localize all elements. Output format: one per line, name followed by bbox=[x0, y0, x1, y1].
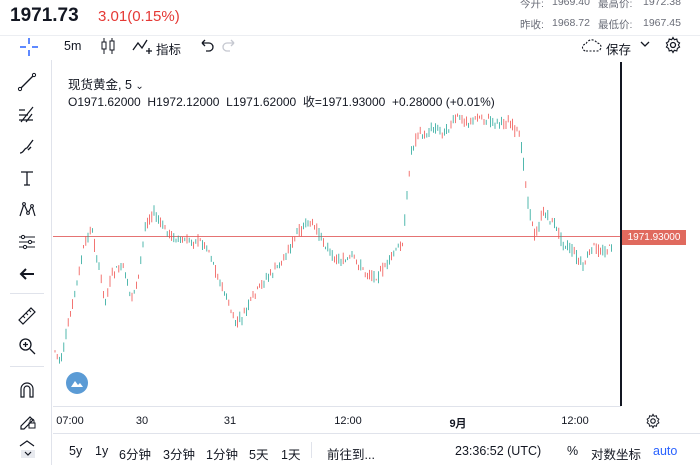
save-button[interactable]: 保存 bbox=[606, 43, 632, 57]
time-axis[interactable]: 07:00 30 31 12:00 9月 12:00 bbox=[53, 406, 621, 432]
range-5y[interactable]: 5y bbox=[69, 444, 83, 458]
range-1min[interactable]: 1分钟 bbox=[206, 448, 238, 462]
range-5d[interactable]: 5天 bbox=[249, 448, 269, 462]
last-price-label: 1971.93000 bbox=[622, 230, 686, 245]
ruler-icon[interactable] bbox=[14, 304, 40, 328]
goto-date-button[interactable]: 前往到... bbox=[327, 448, 375, 462]
magnet-icon[interactable] bbox=[14, 378, 40, 402]
chevron-down-icon[interactable] bbox=[640, 37, 650, 54]
top-toolbar: 5m 指标 保存 bbox=[0, 36, 700, 60]
time-label: 12:00 bbox=[561, 415, 589, 427]
gear-icon[interactable] bbox=[664, 36, 682, 57]
change-percent: (+0.01%) bbox=[445, 95, 495, 109]
symbol-legend[interactable]: 现货黄金, 5 ⌄ bbox=[68, 74, 144, 93]
undo-icon[interactable] bbox=[198, 37, 214, 56]
tool-divider bbox=[10, 293, 44, 294]
drawing-toolbar bbox=[0, 60, 52, 465]
axis-settings-icon[interactable] bbox=[645, 413, 661, 434]
prev-close-label: 昨收: bbox=[520, 19, 544, 31]
fib-tool-icon[interactable] bbox=[14, 102, 40, 126]
lock-drawing-icon[interactable] bbox=[14, 408, 40, 432]
indicators-icon[interactable] bbox=[132, 37, 154, 58]
close-value: 收=1971.93000 bbox=[302, 95, 386, 109]
open-label: 今开: bbox=[520, 0, 544, 10]
low-label: 最低价: bbox=[598, 19, 633, 31]
range-1y[interactable]: 1y bbox=[95, 444, 109, 458]
time-label: 30 bbox=[135, 415, 149, 427]
text-tool-icon[interactable] bbox=[14, 166, 40, 190]
high-value: H1972.12000 bbox=[147, 95, 220, 109]
crosshair-icon[interactable] bbox=[18, 36, 40, 61]
chevron-down-icon[interactable]: ⌄ bbox=[135, 81, 144, 92]
pattern-tool-icon[interactable] bbox=[14, 198, 40, 222]
cloud-icon[interactable] bbox=[580, 37, 602, 56]
logo-icon[interactable] bbox=[66, 372, 88, 394]
brush-icon[interactable] bbox=[14, 134, 40, 158]
bottom-toolbar: 5y 1y 6分钟 3分钟 1分钟 5天 1天 前往到... 23:36:52 … bbox=[53, 433, 700, 465]
divider bbox=[311, 442, 312, 458]
clock-time[interactable]: 23:36:52 (UTC) bbox=[455, 444, 542, 458]
last-price: 1971.73 bbox=[10, 5, 79, 26]
price-axis[interactable] bbox=[621, 62, 700, 406]
arrow-left-icon[interactable] bbox=[14, 262, 40, 286]
auto-scale-toggle[interactable]: auto bbox=[653, 444, 678, 458]
open-value: 1969.40 bbox=[552, 0, 590, 8]
eye-icon[interactable] bbox=[14, 438, 40, 458]
low-value: 1967.45 bbox=[643, 17, 681, 29]
time-label: 07:00 bbox=[56, 415, 84, 427]
open-value: O1971.62000 bbox=[68, 95, 141, 109]
redo-icon[interactable] bbox=[222, 37, 238, 56]
candlestick-chart[interactable] bbox=[53, 62, 621, 406]
candles-icon[interactable] bbox=[100, 37, 116, 58]
indicators-button[interactable]: 指标 bbox=[156, 43, 182, 57]
time-label: 31 bbox=[223, 415, 237, 427]
measure-icon[interactable] bbox=[14, 230, 40, 254]
prev-close-value: 1968.72 bbox=[552, 17, 590, 29]
change-value: +0.28000 bbox=[392, 95, 443, 109]
low-value: L1971.62000 bbox=[226, 95, 297, 109]
high-label: 最高价: bbox=[598, 0, 633, 10]
range-6min[interactable]: 6分钟 bbox=[119, 448, 151, 462]
price-change: 3.01(0.15%) bbox=[98, 8, 180, 25]
interval-button[interactable]: 5m bbox=[64, 39, 82, 53]
percent-toggle[interactable]: % bbox=[567, 444, 579, 458]
log-scale-toggle[interactable]: 对数坐标 bbox=[591, 448, 642, 462]
symbol-name: 现货黄金, 5 bbox=[68, 78, 132, 92]
trend-line-icon[interactable] bbox=[14, 70, 40, 94]
time-label: 12:00 bbox=[334, 415, 362, 427]
time-label: 9月 bbox=[449, 418, 467, 430]
zoom-in-icon[interactable] bbox=[14, 334, 40, 358]
high-value: 1972.38 bbox=[643, 0, 681, 8]
range-1d[interactable]: 1天 bbox=[281, 448, 301, 462]
tool-divider bbox=[10, 366, 44, 367]
range-3min[interactable]: 3分钟 bbox=[163, 448, 195, 462]
price-header: 1971.73 3.01(0.15%) 今开: 1969.40 最高价: 197… bbox=[0, 0, 700, 36]
ohlc-legend: O1971.62000 H1972.12000 L1971.62000 收=19… bbox=[68, 93, 495, 110]
